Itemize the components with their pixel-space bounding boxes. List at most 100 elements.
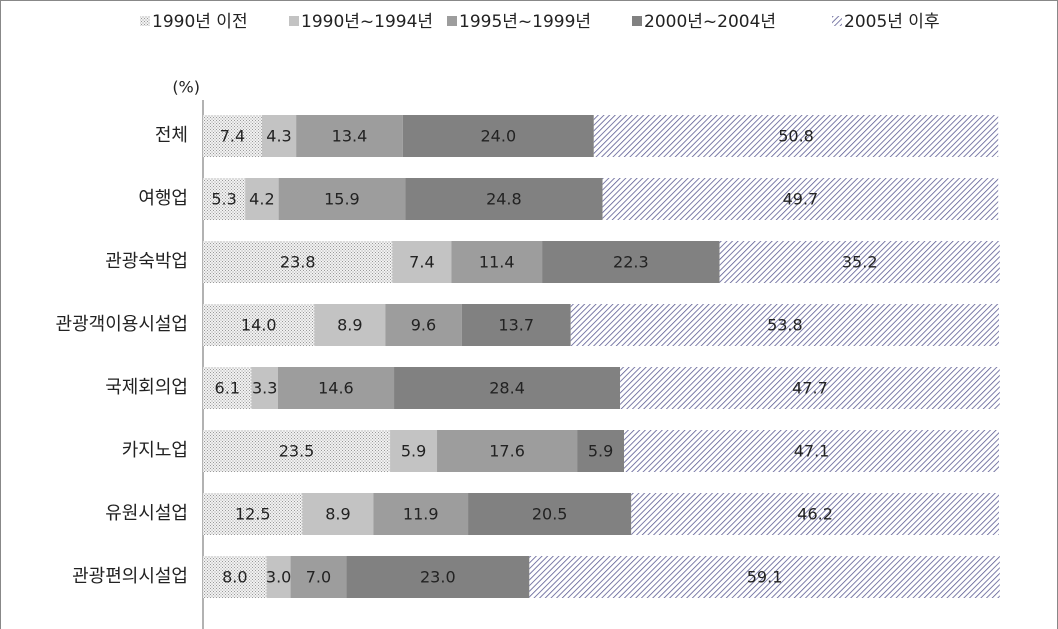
bar-segment: [392, 241, 452, 283]
legend-swatch: [447, 16, 457, 26]
legend-label: 1990년 이전: [152, 12, 248, 32]
data-label: 23.8: [280, 253, 316, 272]
bar-segment: [203, 241, 393, 283]
data-label: 5.3: [211, 190, 236, 209]
data-label: 28.4: [489, 379, 525, 398]
data-label: 23.0: [420, 568, 456, 587]
data-label: 23.5: [279, 442, 315, 461]
bar-segment: [461, 304, 571, 346]
data-label: 5.9: [401, 442, 426, 461]
bar-segment: [203, 115, 262, 157]
y-tick-label: 국제회의업: [105, 377, 188, 398]
bar-segment: [296, 115, 403, 157]
legend-label: 2000년~2004년: [644, 12, 776, 32]
bar-segment: [529, 556, 1000, 598]
bar-segment: [390, 430, 438, 472]
data-label: 11.9: [403, 505, 439, 524]
data-label: 53.8: [767, 316, 803, 335]
legend-swatch: [289, 16, 299, 26]
data-label: 14.0: [241, 316, 277, 335]
bar-segment: [346, 556, 530, 598]
data-label: 59.1: [747, 568, 783, 587]
bar-segment: [394, 367, 621, 409]
data-label: 7.0: [306, 568, 331, 587]
bar-segment: [402, 115, 594, 157]
data-label: 15.9: [324, 190, 360, 209]
y-tick-label: 유원시설업: [105, 503, 188, 524]
legend-swatch: [832, 16, 842, 26]
bar-segment: [577, 430, 625, 472]
bar-segment: [719, 241, 1000, 283]
data-label: 14.6: [318, 379, 354, 398]
data-label: 13.7: [498, 316, 534, 335]
data-label: 4.3: [266, 127, 291, 146]
bar-segment: [542, 241, 720, 283]
data-label: 8.9: [325, 505, 350, 524]
data-label: 3.0: [266, 568, 291, 587]
y-tick-label: 관광객이용시설업: [56, 314, 188, 335]
data-label: 47.7: [792, 379, 828, 398]
data-label: 22.3: [613, 253, 649, 272]
bar-segment: [266, 556, 291, 598]
bar-segment: [570, 304, 999, 346]
data-label: 13.4: [332, 127, 368, 146]
data-label: 24.0: [481, 127, 517, 146]
bar-segment: [203, 304, 315, 346]
bar-segment: [277, 367, 395, 409]
axis-unit: (%): [172, 78, 200, 97]
data-label: 11.4: [479, 253, 515, 272]
bar-segment: [624, 430, 999, 472]
bar-segment: [290, 556, 347, 598]
bar-segment: [437, 430, 578, 472]
legend-label: 2005년 이후: [844, 12, 940, 32]
data-label: 8.9: [337, 316, 362, 335]
bar-segment: [405, 178, 603, 220]
data-label: 7.4: [409, 253, 434, 272]
data-label: 35.2: [842, 253, 878, 272]
data-label: 49.7: [783, 190, 819, 209]
bar-segment: [261, 115, 297, 157]
bar-segment: [631, 493, 999, 535]
bar-segment: [593, 115, 999, 157]
data-label: 6.1: [215, 379, 240, 398]
data-label: 20.5: [532, 505, 568, 524]
data-label: 46.2: [797, 505, 833, 524]
data-label: 8.0: [222, 568, 247, 587]
bar-segment: [314, 304, 386, 346]
legend-swatch: [140, 16, 150, 26]
legend-label: 1995년~1999년: [459, 12, 591, 32]
bar-segment: [302, 493, 374, 535]
data-label: 50.8: [778, 127, 814, 146]
data-label: 12.5: [235, 505, 271, 524]
y-tick-label: 관광숙박업: [105, 251, 188, 272]
bar-segment: [373, 493, 469, 535]
data-label: 5.9: [588, 442, 613, 461]
bar-segment: [602, 178, 999, 220]
bar-segment: [451, 241, 543, 283]
data-label: 4.2: [249, 190, 274, 209]
data-label: 3.3: [252, 379, 277, 398]
bar-segment: [203, 367, 252, 409]
data-label: 24.8: [486, 190, 522, 209]
bar-segment: [203, 178, 246, 220]
y-tick-label: 여행업: [138, 188, 188, 209]
y-tick-label: 관광편의시설업: [72, 566, 188, 587]
legend-swatch: [632, 16, 642, 26]
bar-segment: [203, 493, 303, 535]
data-label: 9.6: [411, 316, 436, 335]
data-label: 7.4: [220, 127, 245, 146]
y-tick-label: 전체: [155, 125, 188, 146]
bar-segment: [245, 178, 279, 220]
bar-segment: [468, 493, 632, 535]
data-label: 47.1: [794, 442, 830, 461]
bar-segment: [251, 367, 278, 409]
bar-segment: [278, 178, 406, 220]
bar-segment: [203, 430, 391, 472]
y-tick-label: 카지노업: [122, 440, 188, 461]
bar-segment: [203, 556, 267, 598]
legend-label: 1990년~1994년: [301, 12, 433, 32]
bar-segment: [385, 304, 462, 346]
bar-segment: [620, 367, 1000, 409]
